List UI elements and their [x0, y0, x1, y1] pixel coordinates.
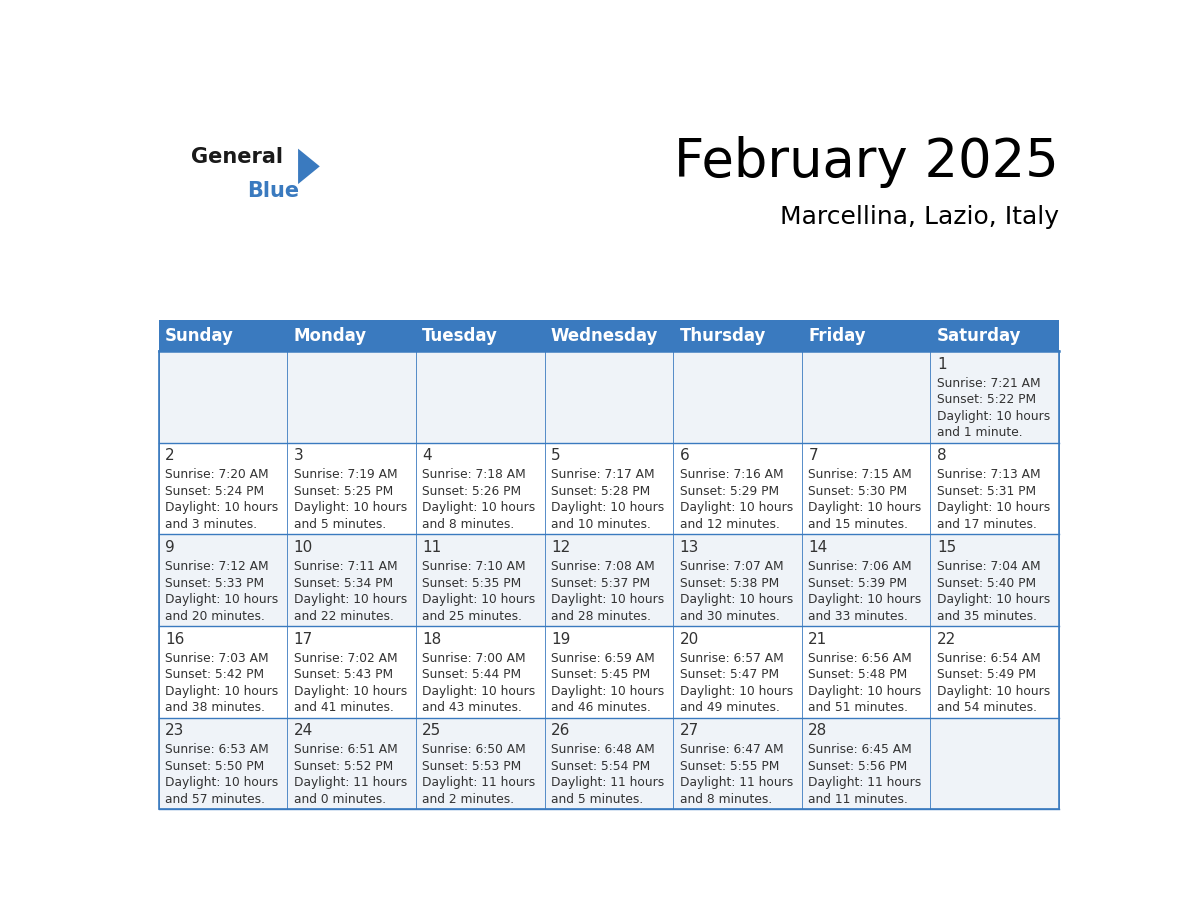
- Text: Sunrise: 7:16 AM
Sunset: 5:29 PM
Daylight: 10 hours
and 12 minutes.: Sunrise: 7:16 AM Sunset: 5:29 PM Dayligh…: [680, 468, 792, 531]
- Text: 14: 14: [808, 540, 828, 554]
- Text: 24: 24: [293, 723, 312, 738]
- Text: 19: 19: [551, 632, 570, 646]
- Text: Sunrise: 7:06 AM
Sunset: 5:39 PM
Daylight: 10 hours
and 33 minutes.: Sunrise: 7:06 AM Sunset: 5:39 PM Dayligh…: [808, 560, 922, 622]
- Text: Sunrise: 6:51 AM
Sunset: 5:52 PM
Daylight: 11 hours
and 0 minutes.: Sunrise: 6:51 AM Sunset: 5:52 PM Dayligh…: [293, 744, 407, 806]
- Text: 2: 2: [165, 448, 175, 464]
- Text: Sunrise: 7:13 AM
Sunset: 5:31 PM
Daylight: 10 hours
and 17 minutes.: Sunrise: 7:13 AM Sunset: 5:31 PM Dayligh…: [937, 468, 1050, 531]
- Text: Sunrise: 7:19 AM
Sunset: 5:25 PM
Daylight: 10 hours
and 5 minutes.: Sunrise: 7:19 AM Sunset: 5:25 PM Dayligh…: [293, 468, 407, 531]
- Polygon shape: [298, 149, 320, 185]
- Text: 7: 7: [808, 448, 817, 464]
- Text: 12: 12: [551, 540, 570, 554]
- Text: Sunrise: 7:15 AM
Sunset: 5:30 PM
Daylight: 10 hours
and 15 minutes.: Sunrise: 7:15 AM Sunset: 5:30 PM Dayligh…: [808, 468, 922, 531]
- Bar: [158, 352, 1060, 810]
- Bar: [158, 442, 1060, 534]
- Text: Sunrise: 7:11 AM
Sunset: 5:34 PM
Daylight: 10 hours
and 22 minutes.: Sunrise: 7:11 AM Sunset: 5:34 PM Dayligh…: [293, 560, 407, 622]
- Text: Sunrise: 7:20 AM
Sunset: 5:24 PM
Daylight: 10 hours
and 3 minutes.: Sunrise: 7:20 AM Sunset: 5:24 PM Dayligh…: [165, 468, 278, 531]
- Text: 3: 3: [293, 448, 303, 464]
- Text: 9: 9: [165, 540, 175, 554]
- Text: 28: 28: [808, 723, 828, 738]
- Text: Sunrise: 7:18 AM
Sunset: 5:26 PM
Daylight: 10 hours
and 8 minutes.: Sunrise: 7:18 AM Sunset: 5:26 PM Dayligh…: [422, 468, 536, 531]
- Text: 17: 17: [293, 632, 312, 646]
- Text: Sunrise: 6:57 AM
Sunset: 5:47 PM
Daylight: 10 hours
and 49 minutes.: Sunrise: 6:57 AM Sunset: 5:47 PM Dayligh…: [680, 652, 792, 714]
- Bar: [158, 352, 1060, 442]
- Text: 4: 4: [422, 448, 432, 464]
- Text: Sunrise: 6:50 AM
Sunset: 5:53 PM
Daylight: 11 hours
and 2 minutes.: Sunrise: 6:50 AM Sunset: 5:53 PM Dayligh…: [422, 744, 536, 806]
- Text: Sunrise: 6:47 AM
Sunset: 5:55 PM
Daylight: 11 hours
and 8 minutes.: Sunrise: 6:47 AM Sunset: 5:55 PM Dayligh…: [680, 744, 792, 806]
- Text: 6: 6: [680, 448, 689, 464]
- Text: 26: 26: [551, 723, 570, 738]
- Text: 27: 27: [680, 723, 699, 738]
- Bar: [158, 320, 1060, 352]
- Text: Monday: Monday: [293, 327, 367, 345]
- Text: Sunrise: 6:59 AM
Sunset: 5:45 PM
Daylight: 10 hours
and 46 minutes.: Sunrise: 6:59 AM Sunset: 5:45 PM Dayligh…: [551, 652, 664, 714]
- Text: 25: 25: [422, 723, 442, 738]
- Bar: [158, 534, 1060, 626]
- Text: Sunrise: 7:03 AM
Sunset: 5:42 PM
Daylight: 10 hours
and 38 minutes.: Sunrise: 7:03 AM Sunset: 5:42 PM Dayligh…: [165, 652, 278, 714]
- Text: Saturday: Saturday: [937, 327, 1022, 345]
- Text: 10: 10: [293, 540, 312, 554]
- Text: Sunrise: 7:00 AM
Sunset: 5:44 PM
Daylight: 10 hours
and 43 minutes.: Sunrise: 7:00 AM Sunset: 5:44 PM Dayligh…: [422, 652, 536, 714]
- Text: 23: 23: [165, 723, 184, 738]
- Text: 8: 8: [937, 448, 947, 464]
- Text: 13: 13: [680, 540, 699, 554]
- Text: Sunrise: 7:12 AM
Sunset: 5:33 PM
Daylight: 10 hours
and 20 minutes.: Sunrise: 7:12 AM Sunset: 5:33 PM Dayligh…: [165, 560, 278, 622]
- Text: 20: 20: [680, 632, 699, 646]
- Text: Sunrise: 7:08 AM
Sunset: 5:37 PM
Daylight: 10 hours
and 28 minutes.: Sunrise: 7:08 AM Sunset: 5:37 PM Dayligh…: [551, 560, 664, 622]
- Text: Sunrise: 7:10 AM
Sunset: 5:35 PM
Daylight: 10 hours
and 25 minutes.: Sunrise: 7:10 AM Sunset: 5:35 PM Dayligh…: [422, 560, 536, 622]
- Text: Friday: Friday: [808, 327, 866, 345]
- Text: February 2025: February 2025: [675, 136, 1060, 187]
- Text: Sunday: Sunday: [165, 327, 234, 345]
- Text: 11: 11: [422, 540, 442, 554]
- Text: General: General: [191, 147, 283, 167]
- Text: Sunrise: 7:07 AM
Sunset: 5:38 PM
Daylight: 10 hours
and 30 minutes.: Sunrise: 7:07 AM Sunset: 5:38 PM Dayligh…: [680, 560, 792, 622]
- Text: Sunrise: 6:56 AM
Sunset: 5:48 PM
Daylight: 10 hours
and 51 minutes.: Sunrise: 6:56 AM Sunset: 5:48 PM Dayligh…: [808, 652, 922, 714]
- Text: Sunrise: 6:53 AM
Sunset: 5:50 PM
Daylight: 10 hours
and 57 minutes.: Sunrise: 6:53 AM Sunset: 5:50 PM Dayligh…: [165, 744, 278, 806]
- Text: Sunrise: 7:02 AM
Sunset: 5:43 PM
Daylight: 10 hours
and 41 minutes.: Sunrise: 7:02 AM Sunset: 5:43 PM Dayligh…: [293, 652, 407, 714]
- Text: 1: 1: [937, 357, 947, 372]
- Text: 16: 16: [165, 632, 184, 646]
- Text: Sunrise: 6:45 AM
Sunset: 5:56 PM
Daylight: 11 hours
and 11 minutes.: Sunrise: 6:45 AM Sunset: 5:56 PM Dayligh…: [808, 744, 922, 806]
- Text: Thursday: Thursday: [680, 327, 766, 345]
- Text: 5: 5: [551, 448, 561, 464]
- Text: 22: 22: [937, 632, 956, 646]
- Text: Sunrise: 7:04 AM
Sunset: 5:40 PM
Daylight: 10 hours
and 35 minutes.: Sunrise: 7:04 AM Sunset: 5:40 PM Dayligh…: [937, 560, 1050, 622]
- Text: 15: 15: [937, 540, 956, 554]
- Text: Sunrise: 6:48 AM
Sunset: 5:54 PM
Daylight: 11 hours
and 5 minutes.: Sunrise: 6:48 AM Sunset: 5:54 PM Dayligh…: [551, 744, 664, 806]
- Text: Tuesday: Tuesday: [422, 327, 498, 345]
- Text: 21: 21: [808, 632, 828, 646]
- Text: Sunrise: 7:21 AM
Sunset: 5:22 PM
Daylight: 10 hours
and 1 minute.: Sunrise: 7:21 AM Sunset: 5:22 PM Dayligh…: [937, 376, 1050, 440]
- Bar: [158, 718, 1060, 810]
- Text: Wednesday: Wednesday: [551, 327, 658, 345]
- Text: Marcellina, Lazio, Italy: Marcellina, Lazio, Italy: [781, 205, 1060, 229]
- Text: Sunrise: 6:54 AM
Sunset: 5:49 PM
Daylight: 10 hours
and 54 minutes.: Sunrise: 6:54 AM Sunset: 5:49 PM Dayligh…: [937, 652, 1050, 714]
- Text: Blue: Blue: [247, 181, 299, 201]
- Text: Sunrise: 7:17 AM
Sunset: 5:28 PM
Daylight: 10 hours
and 10 minutes.: Sunrise: 7:17 AM Sunset: 5:28 PM Dayligh…: [551, 468, 664, 531]
- Text: 18: 18: [422, 632, 442, 646]
- Bar: [158, 626, 1060, 718]
